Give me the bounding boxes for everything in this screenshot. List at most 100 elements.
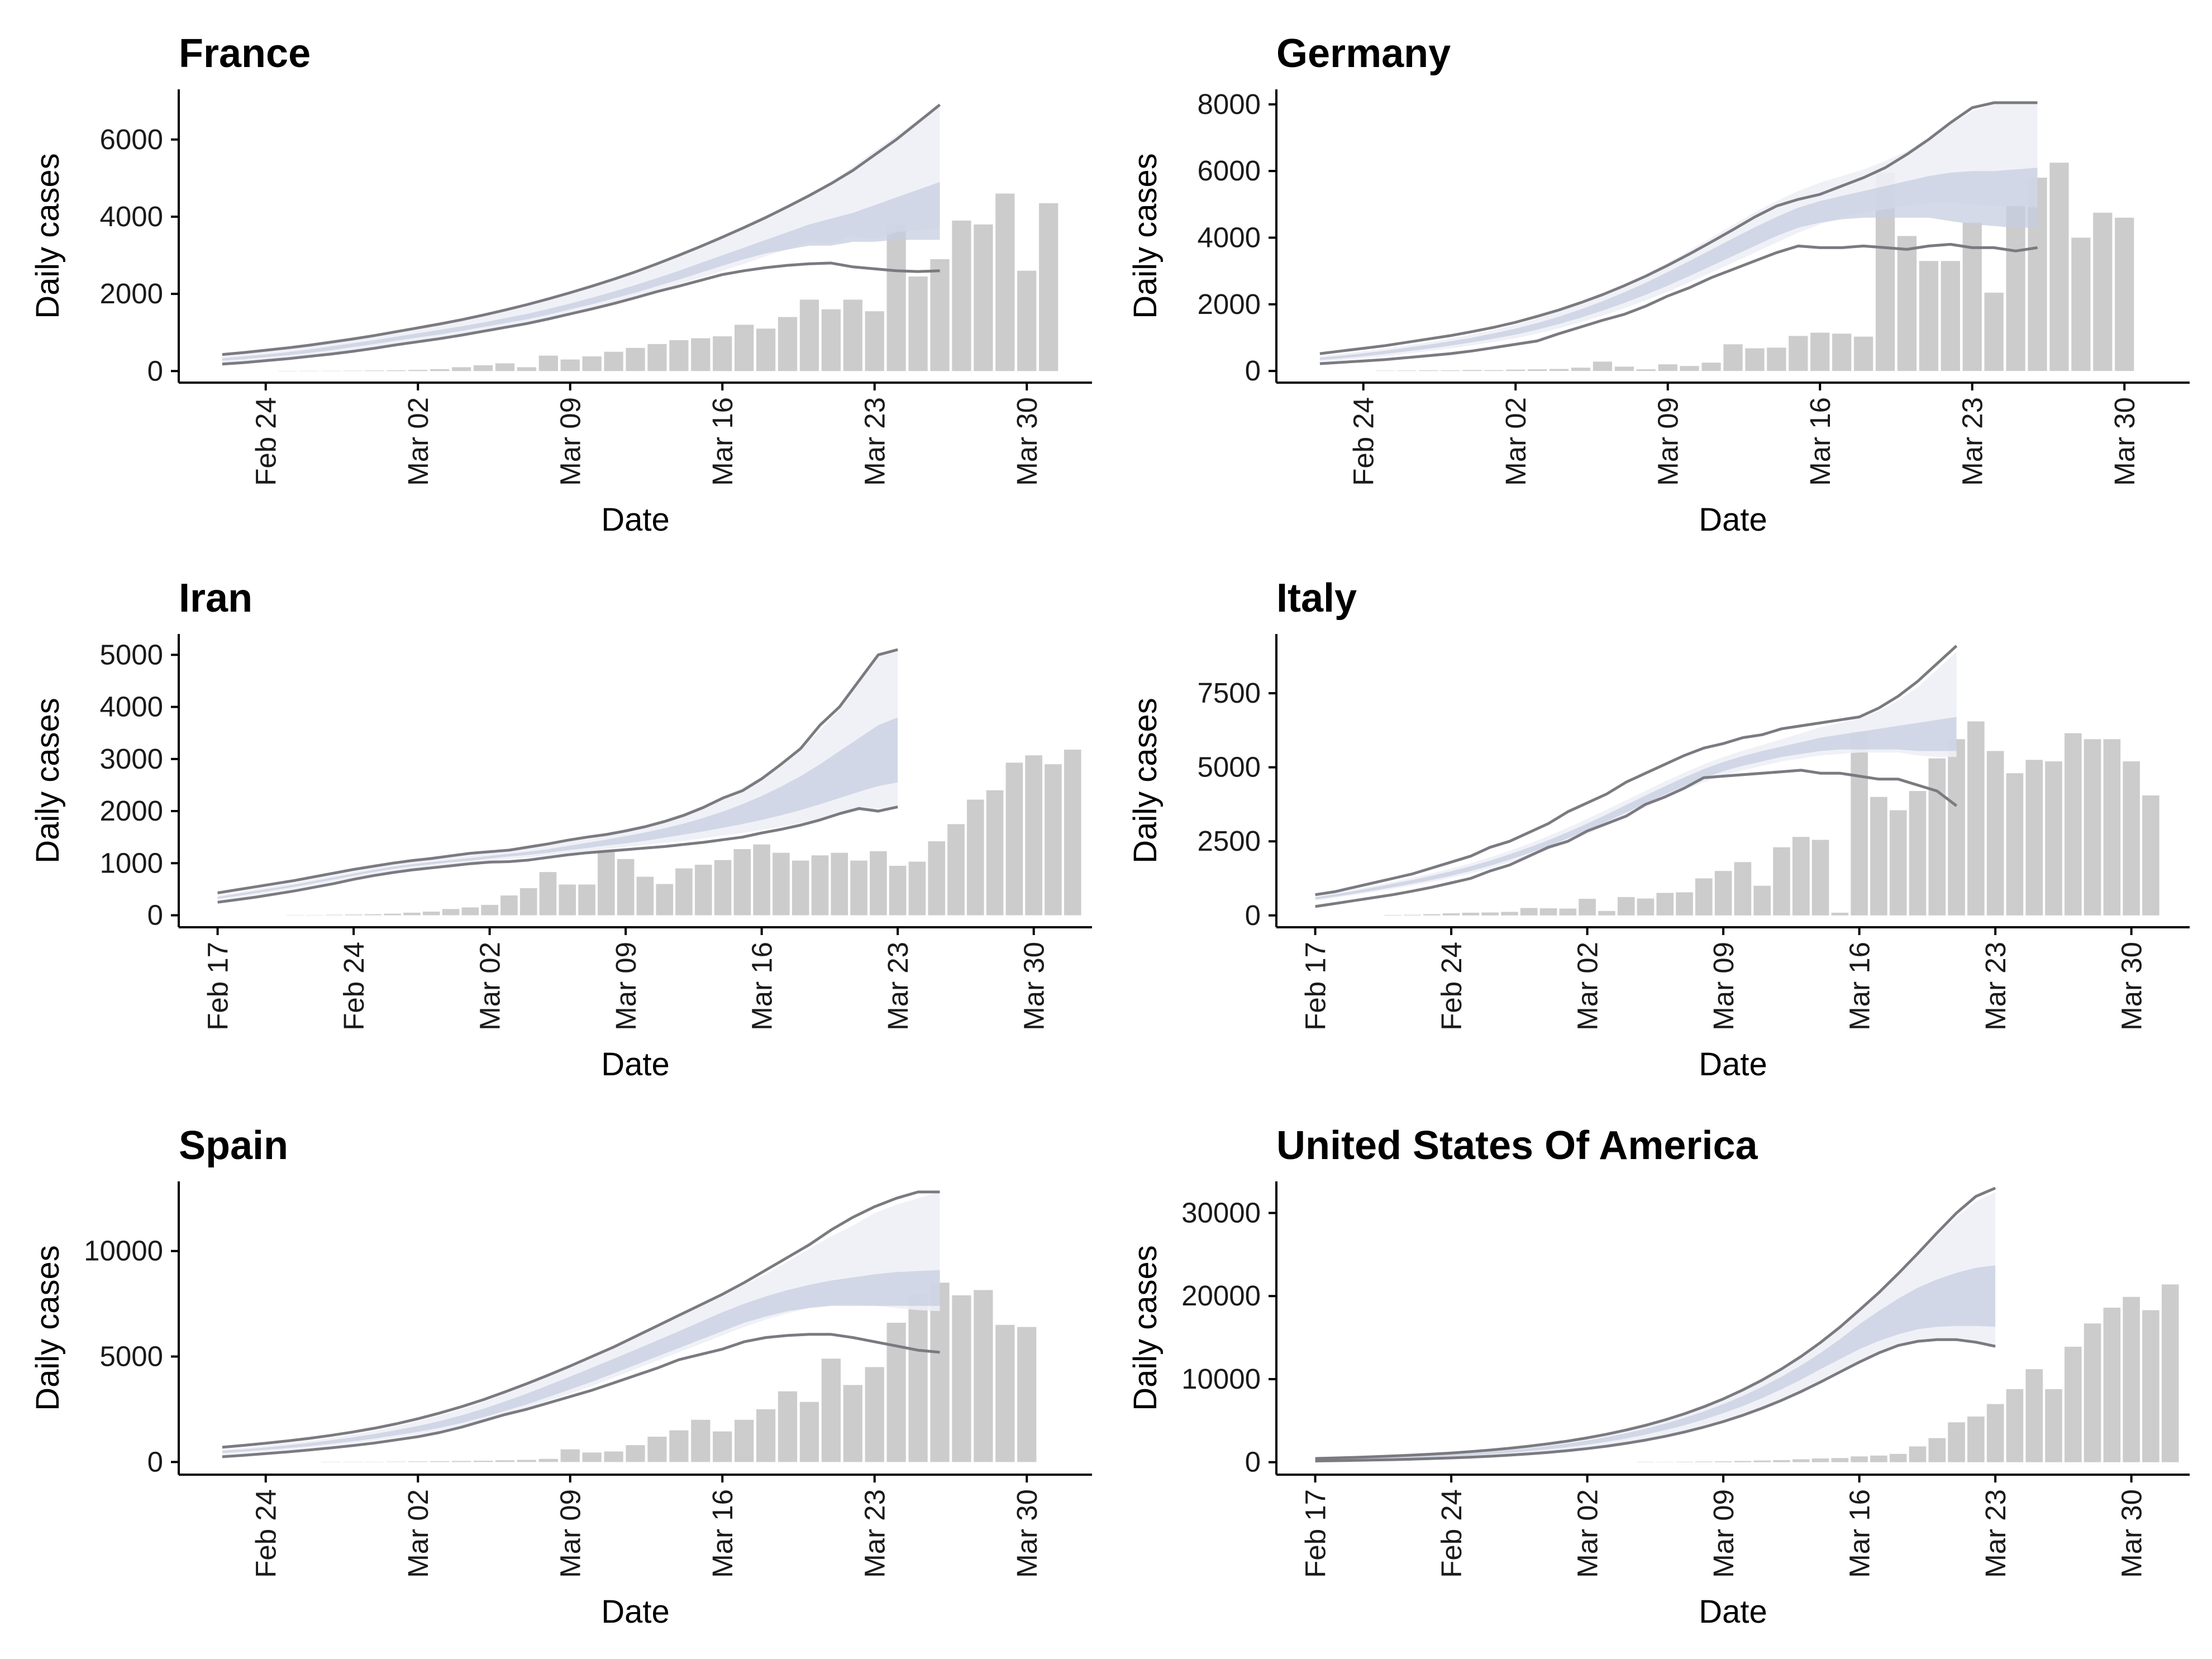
bar-iran (345, 914, 363, 916)
outer-interval-band-spain (222, 1191, 940, 1455)
bar-italy (2142, 795, 2159, 916)
bar-united-states-of-america (1734, 1461, 1752, 1462)
x-tick-label: Mar 30 (1011, 397, 1043, 486)
lower-bound-line-italy (1315, 769, 1958, 908)
bar-france (778, 317, 798, 371)
bar-france (821, 309, 841, 371)
bar-france (995, 193, 1015, 371)
y-axis-title: Daily cases (1127, 698, 1164, 864)
bar-spain (930, 1283, 950, 1462)
x-tick-label: Mar 02 (474, 942, 506, 1031)
y-tick-label: 0 (1245, 1446, 1261, 1478)
bar-united-states-of-america (1851, 1456, 1868, 1462)
bar-italy (1598, 910, 1615, 916)
bar-united-states-of-america (1909, 1446, 1927, 1462)
bar-iran (1064, 750, 1081, 916)
bar-france (387, 370, 406, 371)
y-tick-label: 4000 (1198, 221, 1261, 253)
x-tick-label: Mar 16 (1844, 1489, 1876, 1578)
bar-united-states-of-america (1948, 1422, 1965, 1462)
bar-united-states-of-america (1870, 1455, 1887, 1462)
bar-italy (2064, 733, 2082, 916)
x-tick-label: Mar 02 (402, 1489, 434, 1578)
bar-italy (1831, 913, 1849, 916)
inner-interval-band-italy (1315, 717, 1957, 900)
bar-spain (691, 1419, 711, 1462)
bar-germany (1984, 292, 2004, 371)
bar-iran (306, 915, 323, 916)
bar-germany (1658, 364, 1677, 371)
bar-iran (1005, 762, 1023, 916)
x-tick-label: Mar 30 (1011, 1489, 1043, 1578)
bar-spain (908, 1294, 928, 1462)
bar-france (669, 340, 689, 371)
bar-germany (1853, 336, 1873, 371)
bar-spain (582, 1452, 602, 1462)
x-tick-label: Mar 23 (1980, 1489, 2011, 1578)
bar-spain (799, 1401, 819, 1462)
x-tick-label: Feb 24 (1348, 397, 1380, 486)
x-tick-label: Feb 24 (250, 1489, 282, 1578)
upper-bound-line-italy (1315, 645, 1958, 897)
bar-spain (473, 1461, 493, 1462)
bar-france (647, 344, 667, 371)
y-tick-label: 5000 (100, 1340, 163, 1372)
inner-interval-band-iran (217, 717, 898, 899)
y-tick-label: 3000 (100, 743, 163, 775)
x-tick-label: Feb 17 (202, 942, 234, 1031)
bar-iran (539, 872, 557, 916)
x-tick-label: Mar 23 (859, 397, 891, 486)
bar-iran (773, 852, 790, 916)
bar-iran (442, 909, 460, 916)
bar-italy (1753, 885, 1771, 916)
y-tick-label: 2500 (1198, 825, 1261, 857)
bar-germany (1593, 361, 1613, 371)
bar-iran (928, 841, 946, 916)
bar-spain (865, 1367, 884, 1462)
x-tick-label: Mar 16 (707, 1489, 738, 1578)
x-tick-label: Mar 23 (1957, 397, 1989, 486)
bar-france (408, 370, 428, 371)
bar-iran (403, 912, 421, 916)
bar-france (626, 347, 645, 371)
bar-spain (408, 1461, 428, 1462)
bar-france (908, 276, 928, 371)
bar-united-states-of-america (1753, 1460, 1771, 1462)
bar-iran (694, 865, 712, 916)
x-tick-label: Mar 02 (1572, 1489, 1604, 1578)
y-tick-label: 0 (147, 1446, 163, 1477)
bar-germany (1767, 347, 1786, 371)
y-tick-label: 30000 (1181, 1197, 1261, 1229)
bar-united-states-of-america (1714, 1461, 1732, 1462)
x-tick-label: Feb 17 (1300, 942, 1332, 1031)
bar-germany (1941, 261, 1960, 371)
bar-iran (559, 884, 576, 916)
bar-united-states-of-america (2025, 1369, 2043, 1462)
x-axis-title: Date (601, 502, 670, 538)
bar-germany (1636, 369, 1656, 371)
bar-italy (1501, 912, 1518, 916)
bar-germany (1506, 369, 1525, 371)
y-tick-label: 5000 (1198, 751, 1261, 783)
bar-germany (1745, 348, 1765, 371)
bar-france (560, 359, 580, 371)
bar-france (582, 356, 602, 371)
x-tick-label: Mar 16 (746, 942, 778, 1031)
bar-united-states-of-america (2084, 1323, 2101, 1462)
lower-bound-line-france (222, 261, 940, 366)
bar-united-states-of-america (1986, 1404, 2004, 1462)
panel-france: 0 2000 4000 6000 Feb 24 Mar 02 Mar 09 Mar 16 Mar… (30, 31, 1092, 538)
lower-bound-line-iran (217, 805, 898, 904)
y-axis-title: Daily cases (30, 698, 66, 864)
bar-germany (1701, 363, 1721, 371)
bar-italy (1462, 913, 1480, 916)
bar-spain (538, 1458, 558, 1462)
bar-italy (1559, 908, 1577, 916)
bar-italy (2123, 761, 2140, 916)
bar-spain (735, 1419, 754, 1462)
panel-germany: 0 2000 4000 6000 8000 Feb 24 Mar 02 Mar 09 Mar 1… (1127, 31, 2190, 538)
upper-bound-line-france (222, 103, 941, 356)
bar-iran (986, 790, 1004, 916)
bar-spain (995, 1324, 1015, 1462)
bar-germany (2115, 217, 2134, 371)
